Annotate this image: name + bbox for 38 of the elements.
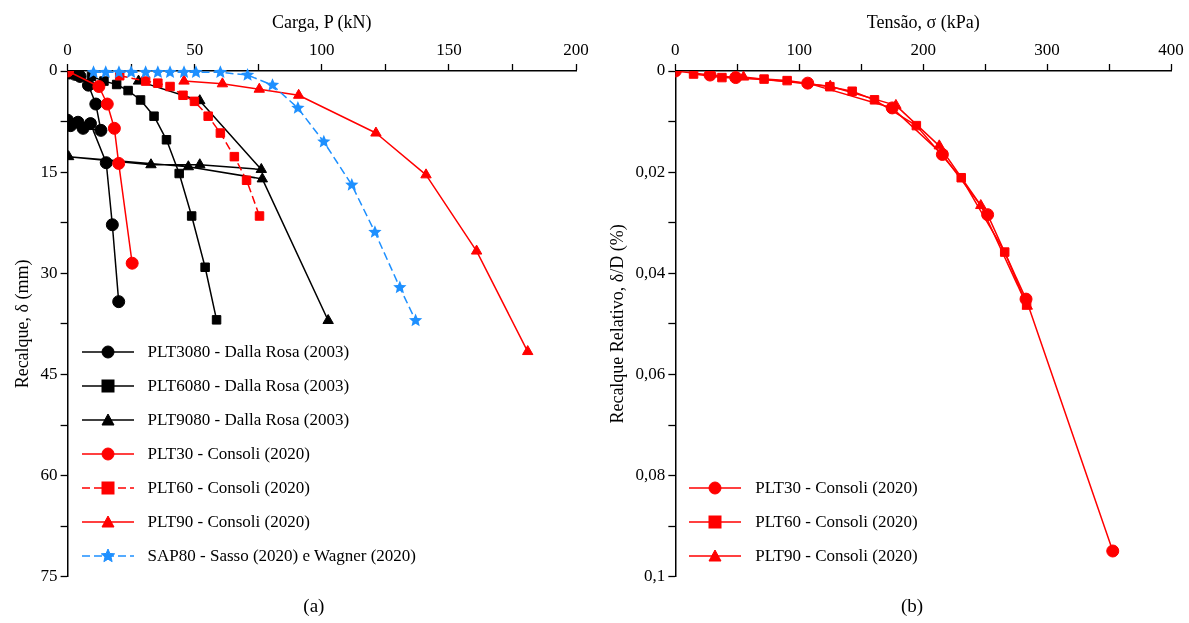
x-tick-label: 150 [436, 40, 462, 60]
x-tick-label: 300 [1034, 40, 1060, 60]
x-tick-label: 100 [309, 40, 335, 60]
legend-label: PLT90 - Consoli (2020) [147, 511, 310, 532]
y-tick-label: 0,1 [644, 566, 666, 586]
legend-label: PLT3080 - Dalla Rosa (2003) [147, 341, 350, 362]
x-tick-label: 0 [671, 40, 680, 60]
y-tick-label: 45 [40, 363, 58, 383]
y-tick-label: 0 [49, 60, 58, 80]
text: (a) [302, 595, 326, 617]
text: (b) [900, 595, 925, 617]
legend-label: PLT60 - Consoli (2020) [147, 477, 310, 498]
x-tick-label: 50 [186, 40, 204, 60]
x-tick-label: 100 [786, 40, 813, 60]
x-axis-title: Tensão, σ (kPa) [866, 11, 980, 33]
y-tick-label: 75 [40, 566, 58, 586]
y-tick-label: 60 [40, 465, 58, 485]
y-axis-title: Recalque Relativo, δ/D (%) [606, 224, 628, 424]
y-tick-label: 0 [656, 60, 666, 80]
x-tick-label: 200 [910, 40, 936, 60]
x-axis-title: Carga, P (kN) [272, 11, 372, 33]
y-tick-label: 0,08 [635, 465, 666, 485]
legend-label: PLT30 - Consoli (2020) [755, 477, 918, 498]
x-tick-label: 0 [63, 40, 72, 60]
legend-label: SAP80 - Sasso (2020) e Wagner (2020) [147, 545, 416, 566]
legend-label: PLT30 - Consoli (2020) [147, 443, 310, 464]
y-tick-label: 0,06 [635, 363, 666, 383]
y-tick-label: 15 [40, 161, 58, 181]
y-axis-title: Recalque, δ (mm) [11, 259, 33, 389]
legend-label: PLT60 - Consoli (2020) [755, 511, 918, 532]
legend-label: PLT6080 - Dalla Rosa (2003) [147, 375, 350, 396]
legend-label: PLT9080 - Dalla Rosa (2003) [147, 409, 350, 430]
y-tick-label: 0,02 [635, 161, 666, 181]
x-tick-label: 400 [1158, 40, 1184, 60]
y-tick-label: 0,04 [635, 262, 666, 282]
x-tick-label: 200 [563, 40, 589, 60]
y-tick-label: 30 [40, 262, 58, 282]
legend-label: PLT90 - Consoli (2020) [755, 545, 918, 566]
